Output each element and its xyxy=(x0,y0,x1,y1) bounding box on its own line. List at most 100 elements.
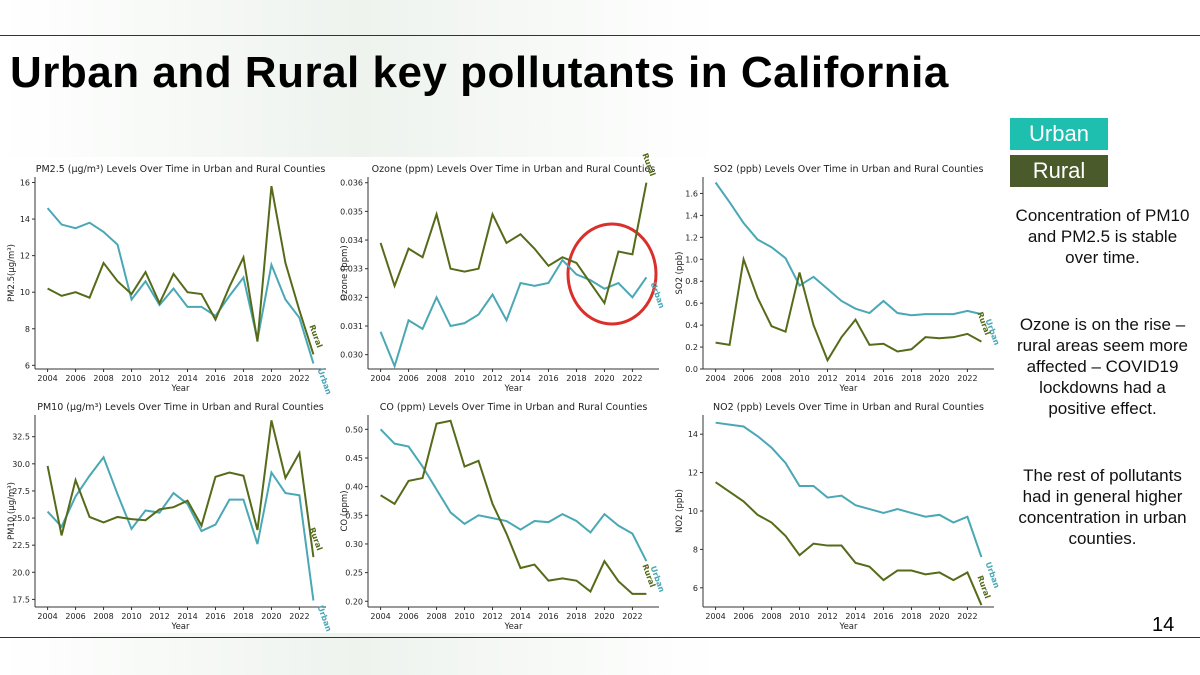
y-tick-label: 30.0 xyxy=(12,460,30,469)
x-tick-label: 2018 xyxy=(566,374,586,383)
note: The rest of pollutants had in general hi… xyxy=(1018,466,1187,548)
x-tick-label: 2004 xyxy=(705,374,725,383)
y-axis-label: Ozone (ppm) xyxy=(340,245,350,300)
y-tick-label: 0.036 xyxy=(340,179,363,188)
y-tick-label: 32.5 xyxy=(12,433,30,442)
x-tick-label: 2018 xyxy=(901,374,921,383)
x-tick-label: 2012 xyxy=(817,612,837,621)
y-tick-label: 0.30 xyxy=(345,540,363,549)
y-tick-label: 12 xyxy=(20,252,30,261)
y-tick-label: 0.033 xyxy=(340,265,363,274)
highlight-circle xyxy=(566,222,658,326)
x-tick-label: 2010 xyxy=(121,374,141,383)
note: Concentration of PM10 and PM2.5 is stabl… xyxy=(1015,206,1190,267)
series-line xyxy=(47,185,315,355)
x-tick-label: 2010 xyxy=(121,612,141,621)
x-axis-label: Year xyxy=(171,622,191,632)
series-line xyxy=(379,182,648,306)
x-tick-label: 2020 xyxy=(261,612,281,621)
y-axis-label: CO (ppm) xyxy=(340,490,350,531)
x-tick-label: 2022 xyxy=(957,612,977,621)
x-tick-label: 2008 xyxy=(426,374,446,383)
y-tick-label: 16 xyxy=(20,178,30,187)
y-tick-label: 0.6 xyxy=(685,299,698,308)
x-tick-label: 2016 xyxy=(873,612,893,621)
series-line xyxy=(46,207,315,364)
x-axis-label: Year xyxy=(504,622,524,632)
x-tick-label: 2006 xyxy=(65,612,85,621)
x-tick-label: 2016 xyxy=(205,374,225,383)
y-tick-label: 6 xyxy=(25,361,30,370)
x-tick-label: 2018 xyxy=(901,612,921,621)
x-tick-label: 2004 xyxy=(705,612,725,621)
x-tick-label: 2018 xyxy=(233,374,253,383)
y-tick-label: 0.035 xyxy=(340,207,363,216)
y-axis-label: PM10 (µg/m³) xyxy=(7,482,17,540)
y-tick-label: 1.0 xyxy=(685,255,698,264)
x-tick-label: 2004 xyxy=(370,374,390,383)
y-axis-label: NO2 (ppb) xyxy=(675,489,685,533)
y-tick-label: 0.40 xyxy=(345,483,363,492)
y-tick-label: 0.45 xyxy=(345,454,363,463)
x-tick-label: 2010 xyxy=(454,612,474,621)
x-tick-label: 2016 xyxy=(538,612,558,621)
x-tick-label: 2018 xyxy=(566,612,586,621)
x-tick-label: 2014 xyxy=(845,374,865,383)
x-tick-label: 2022 xyxy=(289,612,309,621)
y-tick-label: 27.5 xyxy=(12,487,30,496)
x-tick-label: 2004 xyxy=(370,612,390,621)
x-axis-label: Year xyxy=(171,384,191,394)
x-tick-label: 2010 xyxy=(789,612,809,621)
y-tick-label: 25.0 xyxy=(12,514,30,523)
x-tick-label: 2010 xyxy=(454,374,474,383)
series-line xyxy=(379,258,648,370)
x-tick-label: 2008 xyxy=(761,374,781,383)
x-tick-label: 2016 xyxy=(538,374,558,383)
chart-title: NO2 (ppb) Levels Over Time in Urban and … xyxy=(713,402,984,413)
x-tick-label: 2006 xyxy=(398,374,418,383)
y-tick-label: 0.030 xyxy=(340,351,363,360)
notes: Concentration of PM10 and PM2.5 is stabl… xyxy=(1010,205,1195,595)
y-tick-label: 0.031 xyxy=(340,322,363,331)
x-tick-label: 2018 xyxy=(233,612,253,621)
series-line xyxy=(46,420,315,558)
y-tick-label: 0.50 xyxy=(345,425,363,434)
y-tick-label: 6 xyxy=(693,584,698,593)
y-tick-label: 0.20 xyxy=(345,597,363,606)
x-tick-label: 2014 xyxy=(177,374,197,383)
x-tick-label: 2008 xyxy=(93,374,113,383)
x-tick-label: 2012 xyxy=(482,374,502,383)
x-tick-label: 2020 xyxy=(929,612,949,621)
y-tick-label: 14 xyxy=(20,215,30,224)
y-tick-label: 17.5 xyxy=(12,595,30,604)
y-tick-label: 1.2 xyxy=(685,233,698,242)
y-tick-label: 20.0 xyxy=(12,568,30,577)
x-tick-label: 2012 xyxy=(149,374,169,383)
y-tick-label: 22.5 xyxy=(12,541,30,550)
bottom-rule xyxy=(0,637,1200,638)
x-tick-label: 2020 xyxy=(594,612,614,621)
x-tick-label: 2014 xyxy=(510,612,530,621)
y-tick-label: 0.2 xyxy=(685,343,698,352)
x-tick-label: 2016 xyxy=(873,374,893,383)
x-tick-label: 2004 xyxy=(37,374,57,383)
y-tick-label: 0.032 xyxy=(340,293,363,302)
y-tick-label: 1.4 xyxy=(685,211,698,220)
x-tick-label: 2016 xyxy=(205,612,225,621)
legend-rural: Rural xyxy=(1010,155,1108,187)
y-tick-label: 14 xyxy=(688,430,698,439)
x-tick-label: 2022 xyxy=(622,612,642,621)
y-tick-label: 8 xyxy=(693,545,698,554)
x-tick-label: 2020 xyxy=(929,374,949,383)
top-rule xyxy=(0,35,1200,36)
x-tick-label: 2010 xyxy=(789,374,809,383)
chart-title: SO2 (ppb) Levels Over Time in Urban and … xyxy=(714,164,984,175)
chart-title: Ozone (ppm) Levels Over Time in Urban an… xyxy=(372,164,656,175)
legend-urban: Urban xyxy=(1010,118,1108,150)
series-line xyxy=(46,455,315,601)
page-number: 14 xyxy=(1152,614,1175,636)
series-line xyxy=(715,255,982,363)
y-tick-label: 1.6 xyxy=(685,189,698,198)
x-tick-label: 2014 xyxy=(510,374,530,383)
